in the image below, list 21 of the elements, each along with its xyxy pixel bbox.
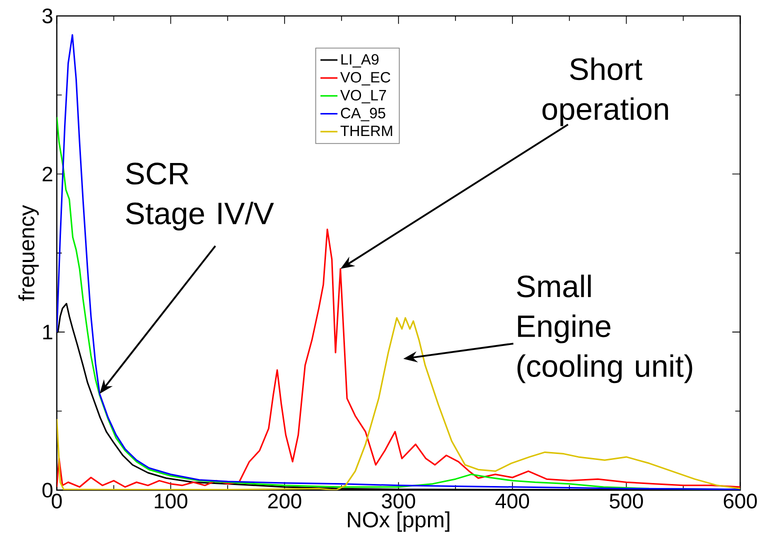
x-axis-title: NOx [ppm] xyxy=(348,511,450,532)
legend-label: VO_EC xyxy=(340,72,390,86)
legend-label: CA_95 xyxy=(340,108,386,122)
y-tick-label: 3 xyxy=(42,8,52,24)
legend-label: LI_A9 xyxy=(341,54,379,68)
annotation: Small Engine (cooling unit) xyxy=(516,274,692,384)
annotation: Short operation xyxy=(542,57,668,126)
annotation: SCR Stage IV/V xyxy=(126,162,274,231)
y-tick-label: 1 xyxy=(43,324,52,340)
x-tick-label: 300 xyxy=(382,494,416,508)
line-series xyxy=(56,228,740,488)
x-tick-label: 200 xyxy=(268,494,302,508)
legend-label: VO_L7 xyxy=(340,90,386,104)
x-tick-label: 100 xyxy=(154,494,188,508)
x-tick-label: 600 xyxy=(724,494,757,508)
y-tick-label: 2 xyxy=(42,166,52,182)
legend-label: THERM xyxy=(340,126,392,136)
y-axis-title: frequency xyxy=(18,204,39,301)
y-tick-label: 0 xyxy=(42,482,52,498)
x-tick-label: 500 xyxy=(610,494,643,508)
x-tick-label: 400 xyxy=(495,494,530,508)
